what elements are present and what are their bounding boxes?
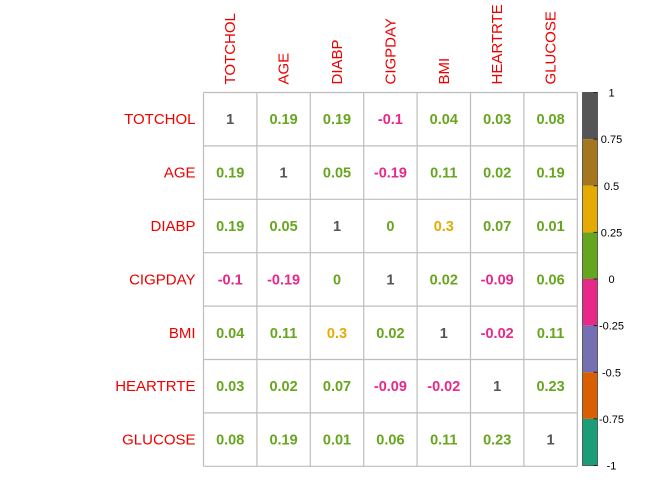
color-legend: 1 0.75 0.5 0.25 0 -0.25 -0.5 -0.75 -1 xyxy=(582,88,624,473)
cell-value: 0.19 xyxy=(216,166,244,182)
row-label: TOTCHOL xyxy=(124,111,195,128)
cell-value: 0.05 xyxy=(323,166,351,182)
colorbar-segment xyxy=(582,92,598,140)
cell-value: 0.02 xyxy=(483,166,511,182)
cell-value: 1 xyxy=(226,112,234,128)
cell-value: 0.11 xyxy=(430,166,457,182)
cell-value: 0.19 xyxy=(536,166,564,182)
cell-value: 0.19 xyxy=(269,433,297,449)
cell-values: 1 0.19 0.19 -0.1 0.04 0.03 0.08 0.19 1 0.05 -0.19 0… xyxy=(216,112,565,448)
cell-value: 1 xyxy=(333,219,341,235)
colorbar-tick-label: 0.5 xyxy=(604,181,619,193)
colorbar-segment xyxy=(582,185,598,233)
cell-value: 0.3 xyxy=(327,326,347,342)
colorbar-segment xyxy=(582,139,598,186)
cell-value: 0.3 xyxy=(434,219,454,235)
column-label: CIGPDAY xyxy=(382,18,399,84)
colorbar-tick-label: -0.25 xyxy=(599,321,624,333)
cell-value: 0.07 xyxy=(483,219,511,235)
cell-value: 0 xyxy=(333,272,341,288)
cell-value: 0.11 xyxy=(270,326,297,342)
cell-value: 0.02 xyxy=(376,326,404,342)
cell-value: 0.11 xyxy=(537,326,564,342)
column-label: GLUCOSE xyxy=(543,11,560,84)
cell-value: 0.02 xyxy=(430,272,458,288)
cell-value: 0.04 xyxy=(430,112,458,128)
cell-value: 0.04 xyxy=(216,326,244,342)
cell-value: 1 xyxy=(386,272,394,288)
colorbar-segment xyxy=(582,418,598,466)
row-label: GLUCOSE xyxy=(122,432,195,449)
cell-value: 0.19 xyxy=(216,219,244,235)
cell-value: 1 xyxy=(280,166,288,182)
column-labels: TOTCHOL AGE DIABP CIGPDAY BMI HEARTRTE GLUCOSE xyxy=(222,4,559,84)
cell-value: 0.19 xyxy=(269,112,297,128)
cell-value: 1 xyxy=(440,326,448,342)
column-label: DIABP xyxy=(329,39,346,84)
cell-value: 1 xyxy=(547,433,555,449)
cell-value: 0.23 xyxy=(536,379,564,395)
colorbar-tick-label: -0.5 xyxy=(602,367,621,379)
colorbar-tick-label: 0.25 xyxy=(601,227,622,239)
cell-value: -0.02 xyxy=(427,379,460,395)
cell-value: 0.01 xyxy=(323,433,351,449)
row-label: BMI xyxy=(169,325,196,342)
cell-value: 0.05 xyxy=(269,219,297,235)
cell-value: -0.19 xyxy=(267,272,300,288)
cell-value: -0.1 xyxy=(218,272,243,288)
colorbar-tick-label: 0 xyxy=(608,274,614,286)
column-label: TOTCHOL xyxy=(222,13,239,84)
cell-value: 0.08 xyxy=(536,112,564,128)
colorbar-segment xyxy=(582,232,598,279)
cell-value: 0.19 xyxy=(323,112,351,128)
cell-value: 0.01 xyxy=(536,219,564,235)
colorbar-tick-label: -0.75 xyxy=(599,414,624,426)
row-labels: TOTCHOL AGE DIABP CIGPDAY BMI HEARTRTE GLUCOSE xyxy=(115,111,195,448)
column-label: BMI xyxy=(436,58,453,85)
cell-value: -0.09 xyxy=(374,379,407,395)
cell-value: 1 xyxy=(493,379,501,395)
cell-value: -0.09 xyxy=(481,272,514,288)
colorbar-tick-label: 1 xyxy=(608,88,614,100)
matrix-grid xyxy=(202,91,578,467)
cell-value: -0.02 xyxy=(481,326,514,342)
cell-value: -0.19 xyxy=(374,166,407,182)
cell-value: 0.06 xyxy=(376,433,404,449)
colorbar-tick-label: 0.75 xyxy=(601,134,622,146)
colorbar-tick-label: -1 xyxy=(607,461,617,473)
row-label: HEARTRTE xyxy=(115,378,195,395)
row-label: CIGPDAY xyxy=(129,271,195,288)
row-label: AGE xyxy=(164,165,196,182)
cell-value: 0 xyxy=(386,219,394,235)
cell-value: 0.11 xyxy=(430,433,457,449)
row-label: DIABP xyxy=(150,218,195,235)
colorbar-segment xyxy=(582,325,598,373)
cell-value: 0.07 xyxy=(323,379,351,395)
cell-value: 0.03 xyxy=(483,112,511,128)
colorbar-segment xyxy=(582,279,598,326)
cell-value: 0.08 xyxy=(216,433,244,449)
column-label: AGE xyxy=(276,53,293,85)
cell-value: 0.03 xyxy=(216,379,244,395)
cell-value: 0.06 xyxy=(536,272,564,288)
cell-value: 0.02 xyxy=(269,379,297,395)
column-label: HEARTRTE xyxy=(489,4,506,84)
cell-value: -0.1 xyxy=(378,112,403,128)
colorbar-segment xyxy=(582,372,598,419)
cell-value: 0.23 xyxy=(483,433,511,449)
